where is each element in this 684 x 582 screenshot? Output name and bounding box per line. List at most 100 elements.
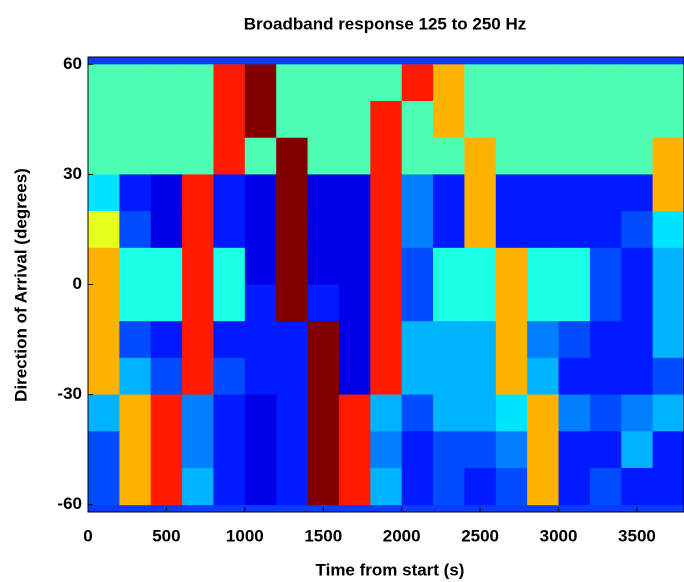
- heatmap-cell: [652, 137, 684, 175]
- heatmap-cell: [527, 467, 560, 506]
- heatmap-cell: [433, 137, 465, 175]
- heatmap-cell: [307, 174, 340, 212]
- heatmap-cell: [370, 137, 403, 175]
- heatmap-cell: [621, 211, 654, 249]
- heatmap-cell: [527, 247, 560, 285]
- heatmap-cell: [652, 101, 684, 139]
- heatmap-cell: [527, 101, 560, 139]
- heatmap-cell: [88, 174, 120, 212]
- heatmap-cell: [652, 431, 684, 469]
- heatmap-cell: [433, 247, 465, 285]
- heatmap-cell: [464, 64, 497, 102]
- heatmap-cell: [558, 357, 591, 396]
- heatmap-cell: [370, 431, 403, 469]
- y-tick-label: 30: [63, 164, 82, 183]
- heatmap-cell: [88, 284, 120, 322]
- heatmap-cell: [464, 431, 497, 469]
- heatmap-cell: [401, 431, 434, 469]
- heatmap-cell: [276, 357, 309, 396]
- heatmap-cell: [370, 394, 403, 432]
- heatmap-cell: [621, 101, 654, 139]
- heatmap-cell: [276, 284, 309, 322]
- heatmap-cell: [401, 321, 434, 359]
- heatmap-cell: [401, 137, 434, 175]
- heatmap-cell: [182, 321, 214, 359]
- heatmap-cell: [433, 284, 465, 322]
- heatmap-cell: [244, 211, 277, 249]
- heatmap-cell: [652, 394, 684, 432]
- heatmap-cell: [621, 394, 654, 432]
- heatmap-cell: [182, 247, 214, 285]
- heatmap-cell: [558, 101, 591, 139]
- heatmap-cell: [495, 321, 528, 359]
- heatmap-cell: [276, 174, 309, 212]
- heatmap-cell: [370, 101, 403, 139]
- heatmap-cell: [558, 394, 591, 432]
- heatmap-cell: [182, 284, 214, 322]
- heatmap-cell: [307, 431, 340, 469]
- heatmap-cell: [464, 284, 497, 322]
- heatmap-cell: [88, 431, 120, 469]
- heatmap-cell: [401, 64, 434, 102]
- heatmap-cell: [370, 284, 403, 322]
- heatmap-cell: [150, 174, 183, 212]
- heatmap-cell: [621, 467, 654, 506]
- heatmap-cell: [307, 211, 340, 249]
- heatmap-cell: [182, 64, 214, 102]
- heatmap-cell: [433, 101, 465, 139]
- heatmap-cell: [150, 247, 183, 285]
- y-tick-label: -60: [57, 494, 82, 513]
- heatmap-cell: [558, 211, 591, 249]
- heatmap-cell: [338, 321, 371, 359]
- heatmap-cell: [370, 174, 403, 212]
- heatmap-cell: [88, 357, 120, 396]
- heatmap-cell: [307, 467, 340, 506]
- heatmap-cell: [495, 137, 528, 175]
- heatmap-cell: [433, 211, 465, 249]
- y-axis-label: Direction of Arrival (degrees): [11, 168, 30, 402]
- heatmap-cell: [244, 467, 277, 506]
- heatmap-cell: [370, 211, 403, 249]
- heatmap-cell: [276, 101, 309, 139]
- heatmap-cell: [88, 101, 120, 139]
- heatmap-cell: [401, 247, 434, 285]
- heatmap-cell: [652, 174, 684, 212]
- heatmap-cell: [338, 211, 371, 249]
- heatmap-cell: [213, 101, 246, 139]
- heatmap-cell: [558, 174, 591, 212]
- heatmap-cell: [589, 174, 622, 212]
- heatmap-cell: [244, 64, 277, 102]
- heatmap-cell: [589, 247, 622, 285]
- heatmap-cell: [182, 137, 214, 175]
- heatmap-cell: [464, 174, 497, 212]
- heatmap-cell: [652, 247, 684, 285]
- heatmap-cell: [307, 247, 340, 285]
- heatmap-cell: [213, 431, 246, 469]
- heatmap-cell: [182, 431, 214, 469]
- heatmap-cell: [433, 174, 465, 212]
- heatmap-cell: [213, 64, 246, 102]
- heatmap-cell: [558, 284, 591, 322]
- heatmap-cell: [119, 137, 152, 175]
- heatmap-cell: [150, 284, 183, 322]
- heatmap-cell: [276, 247, 309, 285]
- heatmap-cell: [589, 101, 622, 139]
- heatmap-cell: [119, 431, 152, 469]
- heatmap-cell: [464, 357, 497, 396]
- heatmap-cell: [433, 394, 465, 432]
- heatmap-cell: [150, 137, 183, 175]
- x-axis-label: Time from start (s): [316, 560, 465, 579]
- heatmap-cell: [338, 357, 371, 396]
- heatmap-cell: [338, 284, 371, 322]
- heatmap-cell: [433, 321, 465, 359]
- heatmap-cell: [495, 101, 528, 139]
- heatmap-cell: [276, 467, 309, 506]
- heatmap-cell: [276, 137, 309, 175]
- heatmap-cell: [401, 101, 434, 139]
- heatmap-cell: [307, 64, 340, 102]
- heatmap-cell: [88, 321, 120, 359]
- heatmap-cell: [150, 357, 183, 396]
- heatmap-cell: [652, 64, 684, 102]
- heatmap-cell: [213, 357, 246, 396]
